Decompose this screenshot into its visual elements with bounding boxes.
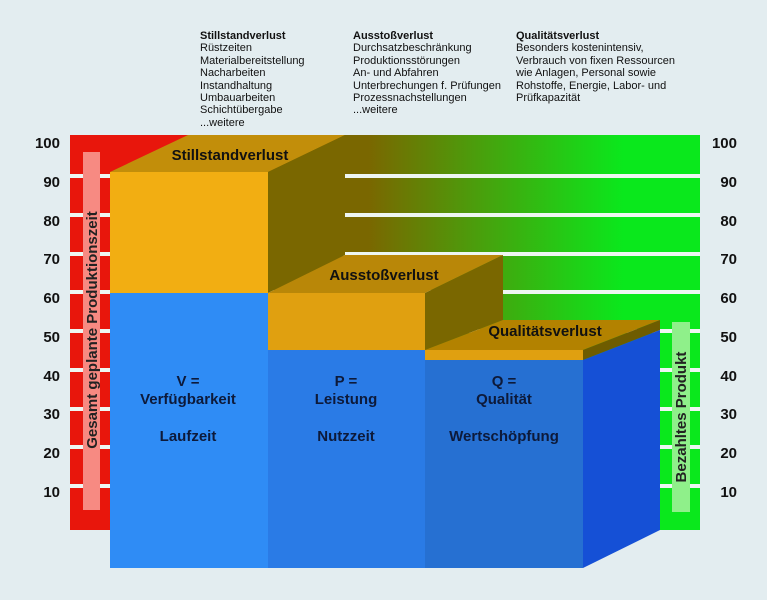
tick-label: 60: [43, 290, 60, 307]
info-line: Durchsatzbeschränkung: [353, 42, 472, 55]
blue-side-face: [583, 330, 660, 568]
info-line: Unterbrechungen f. Prüfungen: [353, 79, 501, 92]
info-line: wie Anlagen, Personal sowie: [516, 67, 657, 80]
right-axis: 100 90 80 70 60 50 40 30 20 10: [712, 135, 737, 501]
stillstand-top-face: [110, 135, 345, 172]
info-line: Produktionsstörungen: [353, 54, 461, 67]
stillstand-side-face: [268, 135, 345, 293]
info-line: Rohstoffe, Energie, Labor- und: [516, 79, 667, 92]
info-line: Prüfkapazität: [516, 92, 581, 105]
block-v-line2: Verfügbarkeit: [140, 391, 236, 408]
tick-label: 20: [720, 445, 737, 462]
left-bar-label: Gesamt geplante Produktionszeit: [84, 211, 101, 449]
info-line: Instandhaltung: [200, 79, 273, 92]
ausstoss-side-face: [425, 255, 503, 350]
info-line: Nacharbeiten: [200, 67, 266, 80]
tick-label: 30: [43, 406, 60, 423]
block-p-line3: Nutzzeit: [317, 428, 375, 445]
info-line: ...weitere: [353, 104, 398, 117]
tick-label: 50: [720, 329, 737, 346]
block-labels: V = Verfügbarkeit Laufzeit P = Leistung …: [140, 373, 559, 445]
right-inner-bar: [672, 322, 690, 512]
left-axis: 100 90 80 70 60 50 40 30 20 10: [35, 135, 60, 501]
left-inner-bar: [83, 152, 100, 510]
label-qualitaetsverlust: Qualitätsverlust: [488, 323, 601, 340]
label-ausstossverlust: Ausstoßverlust: [329, 267, 438, 284]
tick-label: 70: [720, 251, 737, 268]
tick-label: 90: [43, 174, 60, 191]
block-p-line1: P =: [335, 373, 358, 390]
info-line: Prozessnachstellungen: [353, 92, 467, 105]
info-line: Materialbereitstellung: [200, 54, 305, 67]
tick-label: 100: [35, 135, 60, 152]
tick-label: 100: [712, 135, 737, 152]
block-leistung: [268, 350, 425, 568]
tick-label: 10: [43, 484, 60, 501]
info-heading: Qualitätsverlust: [516, 30, 600, 42]
tick-label: 70: [43, 251, 60, 268]
tick-label: 40: [43, 368, 60, 385]
info-line: Verbrauch von fixen Ressourcen: [516, 54, 675, 67]
qualitaet-side-strip: [583, 320, 660, 360]
right-bar-label: Bezahltes Produkt: [673, 352, 690, 483]
block-v-line3: Laufzeit: [160, 428, 217, 445]
tick-label: 80: [43, 213, 60, 230]
block-qualitaet: [425, 360, 583, 568]
block-q-line2: Qualität: [476, 391, 532, 408]
info-line: ...weitere: [200, 116, 245, 129]
tick-label: 40: [720, 368, 737, 385]
block-q-line3: Wertschöpfung: [449, 428, 559, 445]
info-line: Rüstzeiten: [200, 42, 252, 55]
info-line: Umbauarbeiten: [200, 92, 276, 105]
info-heading: Stillstandverlust: [200, 30, 286, 42]
grid-stripe: [70, 174, 700, 178]
tick-label: 90: [720, 174, 737, 191]
block-p-line2: Leistung: [315, 391, 378, 408]
info-stillstandverlust: Stillstandverlust Rüstzeiten Materialber…: [200, 30, 305, 129]
qualitaet-front-face: [425, 350, 583, 360]
stillstand-front-face: [110, 172, 268, 293]
label-stillstandverlust: Stillstandverlust: [172, 147, 289, 164]
block-v-line1: V =: [177, 373, 200, 390]
ausstoss-top-face: [268, 255, 503, 293]
tick-label: 50: [43, 329, 60, 346]
block-q-line1: Q =: [492, 373, 517, 390]
info-line: Schichtübergabe: [200, 104, 283, 117]
info-line: An- und Abfahren: [353, 67, 439, 80]
tick-label: 80: [720, 213, 737, 230]
info-qualitaetsverlust: Qualitätsverlust Besonders kostenintensi…: [516, 30, 675, 104]
grid-stripe: [70, 252, 700, 256]
info-line: Besonders kostenintensiv,: [516, 42, 644, 55]
info-heading: Ausstoßverlust: [353, 30, 434, 42]
tick-label: 20: [43, 445, 60, 462]
tick-label: 10: [720, 484, 737, 501]
tick-label: 30: [720, 406, 737, 423]
info-ausstossverlust: Ausstoßverlust Durchsatzbeschränkung Pro…: [353, 30, 501, 117]
ausstoss-front-face: [268, 293, 425, 350]
qualitaet-top-face: [425, 320, 660, 350]
block-verfuegbarkeit: [110, 293, 268, 568]
tick-label: 60: [720, 290, 737, 307]
grid-stripe: [70, 213, 700, 217]
